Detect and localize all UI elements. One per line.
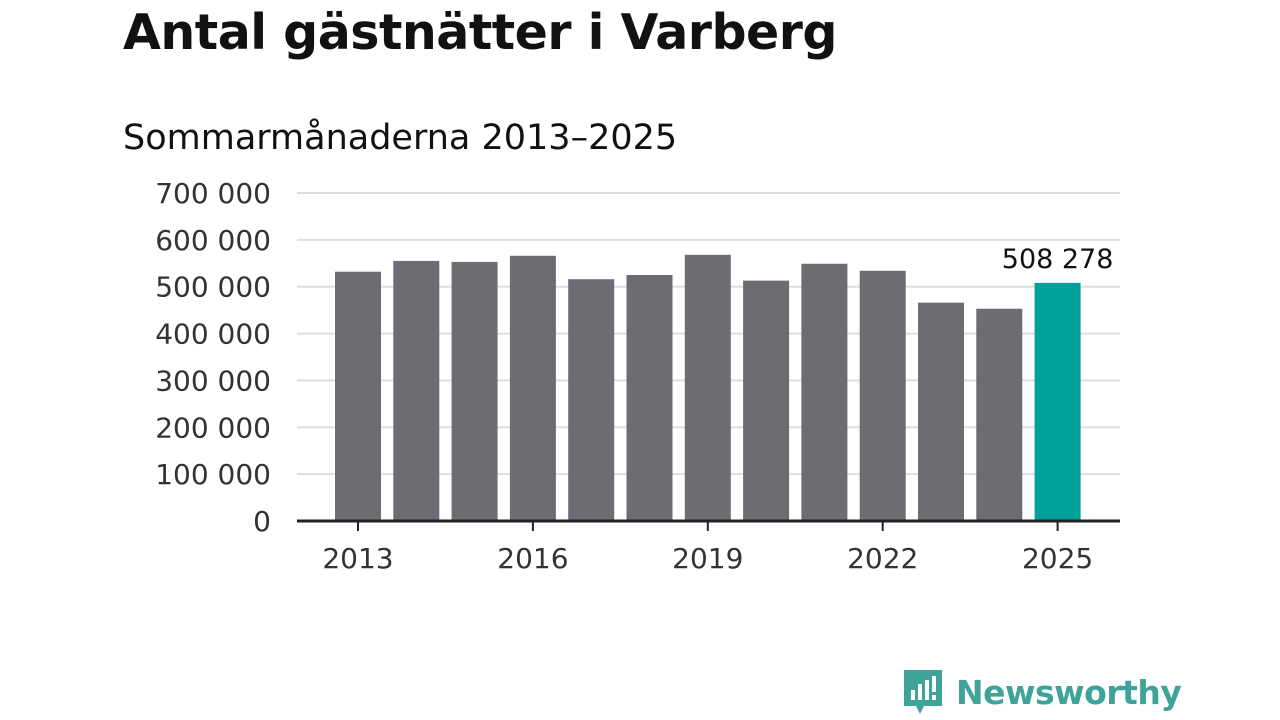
x-tick-label: 2016	[497, 542, 568, 575]
x-tick-label: 2019	[672, 542, 743, 575]
y-tick-label: 700 000	[155, 177, 271, 210]
y-tick-label: 300 000	[155, 364, 271, 397]
newsworthy-logo-icon	[904, 670, 942, 714]
bar-2018	[626, 275, 673, 521]
newsworthy-logo: Newsworthy	[902, 668, 1182, 716]
y-tick-label: 0	[253, 505, 271, 538]
bar-2014	[393, 260, 440, 521]
bar-2025	[1034, 282, 1081, 521]
data-label: 508 278	[1002, 244, 1114, 275]
x-tick-label: 2022	[847, 542, 918, 575]
y-tick-label: 100 000	[155, 458, 271, 491]
chart-title: Antal gästnätter i Varberg	[123, 4, 838, 61]
y-tick-label: 200 000	[155, 411, 271, 444]
y-tick-label: 400 000	[155, 318, 271, 351]
x-tick-label: 2025	[1022, 542, 1093, 575]
bar-2017	[568, 279, 615, 521]
y-tick-label: 500 000	[155, 271, 271, 304]
x-tick-label: 2013	[322, 542, 393, 575]
bar-2024	[976, 308, 1023, 521]
bar-2015	[451, 261, 498, 521]
bar-2019	[684, 254, 731, 521]
bar-2023	[918, 302, 964, 521]
bar-2022	[859, 270, 906, 521]
chart-subtitle: Sommarmånaderna 2013–2025	[123, 118, 678, 158]
newsworthy-logo-text: Newsworthy	[956, 672, 1182, 712]
bar-2013	[335, 271, 381, 521]
y-tick-label: 600 000	[155, 224, 271, 257]
bar-2016	[509, 255, 556, 521]
bar-2021	[801, 263, 848, 521]
bar-2020	[743, 280, 790, 521]
